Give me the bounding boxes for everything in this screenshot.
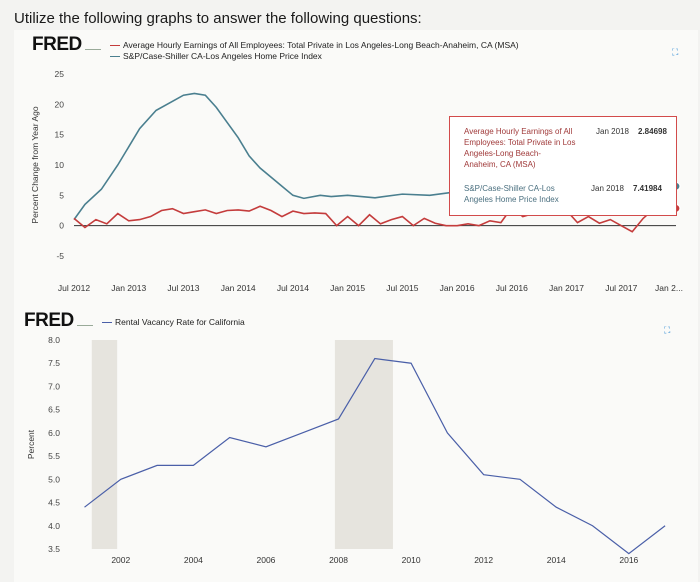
y-axis-label: Percent — [26, 429, 36, 459]
y-tick-label: 4.0 — [48, 521, 60, 531]
tooltip-s1-label-3: Anaheim, CA (MSA) — [464, 160, 536, 169]
x-tick-label: 2004 — [184, 555, 203, 565]
tooltip-s1-label-0: Average Hourly Earnings of All — [464, 127, 573, 136]
y-tick-label: 5.5 — [48, 451, 60, 461]
legend-swatch — [110, 56, 120, 58]
x-tick-label: Jul 2015 — [386, 283, 418, 293]
x-tick-label: Jan 2015 — [330, 283, 365, 293]
x-tick-label: 2012 — [474, 555, 493, 565]
hourly-earnings-line — [73, 205, 677, 233]
x-tick-label: 2006 — [256, 555, 275, 565]
legend-item: Average Hourly Earnings of All Employees… — [110, 40, 519, 51]
legend-swatch — [102, 322, 112, 324]
y-tick-label: 25 — [55, 69, 65, 79]
legend-swatch — [110, 45, 120, 47]
y-tick-label: 7.0 — [48, 381, 60, 391]
y-tick-label: 20 — [55, 99, 65, 109]
sparkline-icon — [76, 315, 93, 327]
x-tick-label: Jul 2017 — [605, 283, 637, 293]
x-tick-label: Jan 2017 — [549, 283, 584, 293]
chart-panel-2: FRED Rental Vacancy Rate for California … — [14, 306, 698, 582]
tooltip-s1-date: Jan 2018 — [596, 127, 629, 136]
x-tick-label: 2014 — [547, 555, 566, 565]
y-tick-label: 5.0 — [48, 474, 60, 484]
y-tick-label: 10 — [55, 160, 65, 170]
chart-2-plot: 8.0 7.5 7.0 6.5 6.0 5.5 5.0 4.5 4.0 3.5 Percent 200… — [26, 335, 666, 565]
y-tick-label: 3.5 — [48, 544, 60, 554]
y-tick-label: 5 — [59, 190, 64, 200]
y-axis-label: Percent Change from Year Ago — [30, 106, 40, 223]
x-tick-label: 2008 — [329, 555, 348, 565]
fred-logo-text: FRED — [24, 310, 74, 331]
recession-band — [334, 340, 393, 549]
tooltip-s2-value: 7.41984 — [633, 184, 662, 193]
fred-logo: FRED — [32, 34, 101, 56]
legend-label: Average Hourly Earnings of All Employees… — [123, 40, 519, 50]
legend-label: Rental Vacancy Rate for California — [115, 317, 245, 327]
tooltip-s2-date: Jan 2018 — [591, 184, 624, 193]
y-tick-label: 6.5 — [48, 405, 60, 415]
x-tick-label: 2016 — [619, 555, 638, 565]
x-tick-label: Jul 2016 — [496, 283, 528, 293]
tooltip: Average Hourly Earnings of All Employees… — [449, 116, 677, 216]
tooltip-s1-label-1: Employees: Total Private in Los — [464, 138, 576, 147]
x-tick-label: Jul 2014 — [277, 283, 309, 293]
tooltip-s1-value: 2.84698 — [638, 127, 667, 136]
legend-label: S&P/Case-Shiller CA-Los Angeles Home Pri… — [123, 51, 322, 61]
x-tick-label: Jan 2013 — [111, 283, 146, 293]
legend-2: Rental Vacancy Rate for California — [102, 317, 245, 328]
tooltip-s2-label-1: Angeles Home Price Index — [464, 195, 559, 204]
fred-logo: FRED — [24, 310, 93, 332]
expand-icon[interactable]: ⛶ — [672, 48, 679, 58]
fred-logo-text: FRED — [32, 34, 82, 55]
x-tick-label: 2002 — [111, 555, 130, 565]
y-tick-label: -5 — [56, 251, 64, 261]
expand-icon[interactable]: ⛶ — [664, 326, 671, 336]
sparkline-icon — [84, 39, 101, 51]
y-tick-label: 15 — [55, 130, 65, 140]
x-tick-label: Jul 2013 — [167, 283, 199, 293]
x-tick-label: Jan 2016 — [440, 283, 475, 293]
legend-item: S&P/Case-Shiller CA-Los Angeles Home Pri… — [110, 51, 519, 62]
y-tick-label: 0 — [59, 221, 64, 231]
tooltip-s1-label-2: Angeles-Long Beach- — [464, 149, 541, 158]
recession-band — [91, 340, 118, 549]
y-tick-label: 8.0 — [48, 335, 60, 345]
y-tick-label: 6.0 — [48, 428, 60, 438]
legend-1: Average Hourly Earnings of All Employees… — [110, 40, 519, 62]
chart-panel-1: FRED Average Hourly Earnings of All Empl… — [14, 30, 698, 308]
y-tick-label: 4.5 — [48, 498, 60, 508]
question-text: Utilize the following graphs to answer t… — [14, 10, 422, 27]
legend-item: Rental Vacancy Rate for California — [102, 317, 245, 328]
x-tick-label: Jan 2... — [655, 283, 683, 293]
y-tick-label: 7.5 — [48, 358, 60, 368]
x-tick-label: 2010 — [402, 555, 421, 565]
x-tick-label: Jan 2014 — [221, 283, 256, 293]
tooltip-s2-label-0: S&P/Case-Shiller CA-Los — [464, 184, 555, 193]
rental-vacancy-line — [84, 357, 666, 555]
x-tick-label: Jul 2012 — [58, 283, 90, 293]
